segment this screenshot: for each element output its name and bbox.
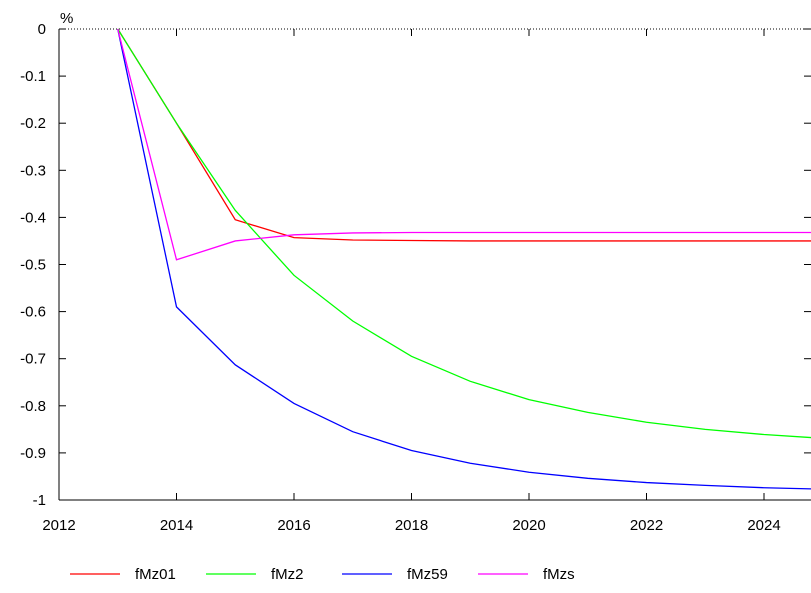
y-tick-label: -0.5 [20, 257, 46, 274]
y-tick-label: -0.1 [20, 68, 46, 85]
y-tick-label: -0.4 [20, 209, 46, 226]
series-line-fMzs [117, 28, 811, 261]
legend-label-fMz2: fMz2 [271, 566, 304, 583]
y-tick-label: -1 [33, 492, 46, 509]
axes: 0 -0.1 -0.2 -0.3 -0.4 -0.5 -0.6 -0.7 -0.8 -0.9 -1 2… [20, 10, 811, 534]
x-tick-label: 2024 [747, 517, 780, 534]
x-tick-label: 2018 [395, 517, 428, 534]
plot-area [117, 28, 811, 490]
series-line-fMz01 [117, 28, 811, 242]
y-tick-label: -0.9 [20, 445, 46, 462]
x-tick-label: 2012 [42, 517, 75, 534]
y-tick-label: 0 [38, 21, 46, 38]
x-tick-label: 2022 [630, 517, 663, 534]
legend-label-fMz59: fMz59 [407, 566, 448, 583]
legend: fMz01 fMz2 fMz59 fMzs [70, 566, 575, 583]
y-tick-label: -0.2 [20, 115, 46, 132]
legend-label-fMz01: fMz01 [135, 566, 176, 583]
x-tick-label: 2020 [512, 517, 545, 534]
series-line-fMz2 [117, 28, 811, 439]
y-tick-label: -0.8 [20, 398, 46, 415]
y-axis-unit-label: % [60, 10, 73, 27]
y-tick-label: -0.3 [20, 162, 46, 179]
legend-label-fMzs: fMzs [543, 566, 575, 583]
x-tick-label: 2016 [277, 517, 310, 534]
series-line-fMz59 [117, 28, 811, 490]
y-tick-label: -0.6 [20, 304, 46, 321]
x-tick-label: 2014 [160, 517, 193, 534]
y-tick-label: -0.7 [20, 351, 46, 368]
